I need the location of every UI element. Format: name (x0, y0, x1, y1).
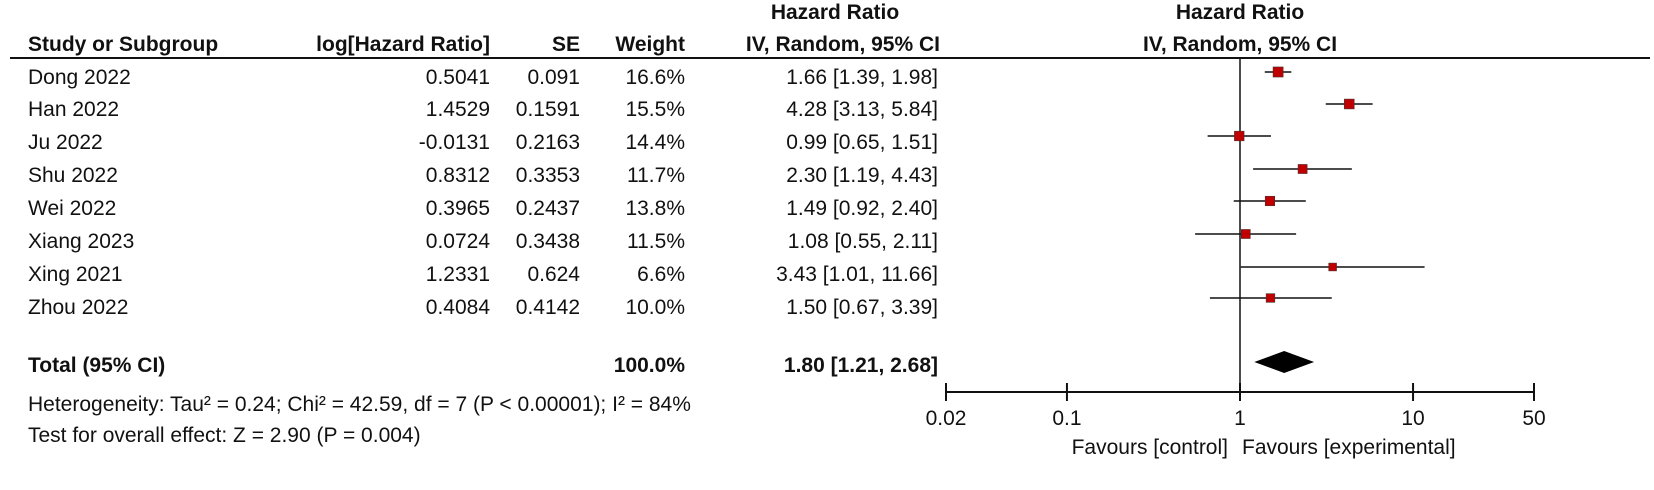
favours-experimental-label: Favours [experimental] (1242, 436, 1456, 459)
weight-value: 11.7% (627, 164, 685, 187)
method-column-header-right: IV, Random, 95% CI (1142, 33, 1338, 56)
loghr-value: 1.4529 (425, 98, 490, 121)
study-marker (1265, 293, 1276, 303)
study-name: Han 2022 (28, 98, 120, 121)
study-marker (1272, 66, 1284, 78)
ci-value: 1.08 [0.55, 2.11] (787, 230, 938, 253)
favours-control-label: Favours [control] (1071, 436, 1228, 459)
se-value: 0.1591 (515, 98, 580, 121)
study-marker (1344, 98, 1355, 110)
se-value: 0.091 (527, 66, 580, 89)
ci-value: 1.66 [1.39, 1.98] (786, 66, 938, 89)
loghr-value: 0.3965 (425, 197, 490, 220)
loghr-value: 0.8312 (425, 164, 490, 187)
weight-value: 16.6% (625, 66, 685, 89)
se-value: 0.624 (527, 263, 580, 286)
study-column-header: Study or Subgroup (28, 33, 219, 56)
se-value: 0.4142 (515, 296, 580, 319)
study-marker (1297, 164, 1308, 174)
loghr-value: 1.2331 (425, 263, 490, 286)
study-name: Xiang 2023 (28, 230, 135, 253)
loghr-value: 0.0724 (425, 230, 490, 253)
hazard-ratio-group-header-left: Hazard Ratio (770, 1, 900, 24)
weight-value: 10.0% (625, 296, 685, 319)
hazard-ratio-group-header-right: Hazard Ratio (1175, 1, 1305, 24)
se-value: 0.2163 (515, 131, 580, 154)
se-value: 0.2437 (515, 197, 580, 220)
total-weight: 100.0% (613, 354, 685, 377)
ci-value: 2.30 [1.19, 4.43] (786, 164, 938, 187)
study-marker (1234, 130, 1245, 142)
se-value: 0.3438 (515, 230, 580, 253)
se-column-header: SE (551, 33, 580, 56)
study-name: Dong 2022 (28, 66, 131, 89)
ci-value: 3.43 [1.01, 11.66] (776, 263, 938, 286)
weight-column-header: Weight (615, 33, 685, 56)
total-label: Total (95% CI) (28, 354, 166, 377)
ci-value: 4.28 [3.13, 5.84] (786, 98, 938, 121)
x-axis-tick-label: 50 (1522, 407, 1545, 430)
study-name: Wei 2022 (28, 197, 117, 220)
total-ci-value: 1.80 [1.21, 2.68] (783, 354, 938, 377)
study-name: Zhou 2022 (28, 296, 129, 319)
heterogeneity-text: Heterogeneity: Tau² = 0.24; Chi² = 42.59… (28, 393, 691, 416)
study-name: Ju 2022 (28, 131, 103, 154)
loghr-column-header: log[Hazard Ratio] (316, 33, 490, 56)
loghr-value: -0.0131 (418, 131, 490, 154)
ci-value: 0.99 [0.65, 1.51] (786, 131, 938, 154)
weight-value: 13.8% (625, 197, 685, 220)
weight-value: 11.5% (627, 230, 685, 253)
x-axis-tick-label: 0.02 (926, 407, 967, 430)
weight-value: 15.5% (625, 98, 685, 121)
weight-value: 6.6% (637, 263, 685, 286)
ci-value: 1.50 [0.67, 3.39] (786, 296, 938, 319)
loghr-value: 0.5041 (425, 66, 490, 89)
x-axis-tick-label: 1 (1234, 407, 1246, 430)
header-divider (10, 57, 1650, 59)
pooled-diamond (1254, 351, 1315, 373)
ci-value: 1.49 [0.92, 2.40] (786, 197, 938, 220)
study-marker (1328, 262, 1337, 272)
study-name: Shu 2022 (28, 164, 118, 187)
x-axis-tick-label: 10 (1401, 407, 1424, 430)
loghr-value: 0.4084 (425, 296, 490, 319)
study-marker (1264, 195, 1276, 207)
x-axis-tick-label: 0.1 (1052, 407, 1081, 430)
se-value: 0.3353 (515, 164, 580, 187)
overall-effect-text: Test for overall effect: Z = 2.90 (P = 0… (28, 424, 421, 447)
study-marker (1240, 229, 1251, 239)
study-name: Xing 2021 (28, 263, 123, 286)
method-column-header-left: IV, Random, 95% CI (745, 33, 940, 56)
weight-value: 14.4% (625, 131, 685, 154)
